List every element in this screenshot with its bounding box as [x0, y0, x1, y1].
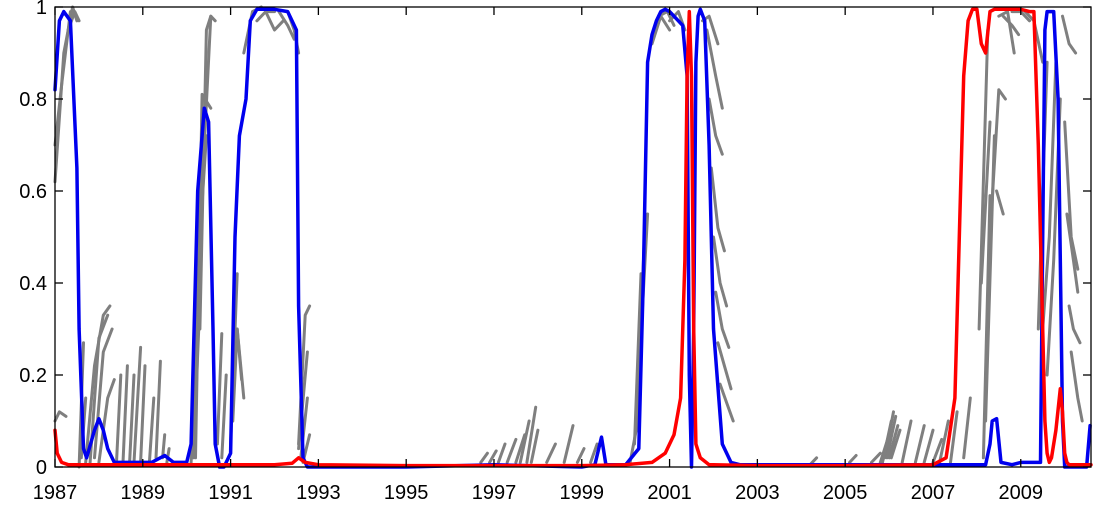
x-tick-label: 2007 [911, 482, 956, 504]
x-tick-label: 1999 [560, 482, 605, 504]
gray-path-62 [712, 235, 729, 308]
gray-path-89 [1001, 14, 1021, 37]
x-tick-label: 1991 [208, 482, 253, 504]
gray-path-88 [997, 10, 1016, 55]
y-tick-label: 0 [36, 457, 47, 479]
y-tick-label: 0.4 [19, 273, 47, 295]
gray-path-61 [709, 166, 726, 253]
gray-path-39 [479, 451, 489, 464]
gray-path-79 [938, 419, 950, 464]
gray-path-4 [53, 410, 68, 423]
main-series-layer [53, 7, 1093, 469]
x-tick-label: 1997 [472, 482, 517, 504]
gray-path-65 [718, 382, 735, 423]
gray-path-68 [870, 451, 882, 464]
gray-series-layer [53, 5, 1084, 469]
gray-path-12 [121, 364, 129, 464]
x-tick-label: 2003 [735, 482, 780, 504]
gray-path-78 [931, 437, 944, 464]
gray-path-86 [988, 88, 1007, 239]
gray-path-93 [1041, 60, 1058, 331]
gray-path-97 [1065, 212, 1080, 294]
gray-path-17 [154, 359, 162, 460]
gray-path-10 [97, 378, 116, 464]
gray-path-33 [277, 10, 296, 41]
gray-path-99 [1069, 350, 1084, 423]
gray-path-50 [589, 442, 599, 464]
gray-path-45 [525, 405, 538, 464]
gray-path-49 [575, 447, 586, 464]
gray-path-98 [1067, 304, 1082, 345]
gray-path-43 [514, 433, 527, 464]
gray-path-13 [128, 373, 136, 464]
series-line-blue [53, 7, 1092, 469]
gray-path-95 [1061, 14, 1078, 55]
gray-path-77 [922, 428, 935, 464]
gray-path-15 [139, 364, 147, 464]
gray-path-40 [488, 449, 498, 464]
x-tick-label: 2001 [647, 482, 692, 504]
gray-path-67 [848, 454, 858, 464]
gray-path-46 [529, 428, 540, 464]
x-tick-label: 1995 [384, 482, 429, 504]
gray-path-11 [115, 373, 123, 464]
y-tick-label: 0.2 [19, 365, 47, 387]
gray-path-47 [545, 442, 557, 464]
gray-path-81 [962, 396, 972, 460]
gray-path-24 [202, 14, 217, 147]
gray-path-72 [885, 414, 898, 460]
gray-path-59 [705, 28, 724, 110]
gray-path-71 [883, 410, 895, 460]
x-tick-label: 1989 [121, 482, 166, 504]
axes-layer: 0 0.2 0.4 0.6 0.8 1 1987 1989 1991 1993 1995 1997 19… [19, 0, 1091, 504]
gray-path-18 [161, 433, 167, 460]
gray-path-2 [53, 10, 72, 147]
gray-path-29 [235, 327, 244, 382]
y-tick-label: 0.8 [19, 89, 47, 111]
x-tick-label: 2009 [999, 482, 1044, 504]
gray-path-48 [562, 424, 575, 464]
gray-path-8 [88, 313, 110, 464]
gray-path-63 [714, 290, 731, 349]
gray-path-26 [220, 373, 228, 460]
gray-path-44 [518, 419, 531, 464]
gray-path-16 [147, 396, 156, 464]
gray-path-74 [889, 428, 902, 460]
gray-path-25 [215, 332, 224, 446]
gray-path-80 [949, 410, 959, 464]
gray-path-73 [887, 424, 900, 460]
y-tick-label: 1 [36, 0, 47, 19]
plot-frame [54, 6, 1092, 468]
gray-path-42 [505, 437, 518, 464]
gray-path-64 [716, 341, 733, 391]
gray-path-32 [264, 10, 285, 32]
gray-path-75 [900, 419, 913, 464]
gray-path-76 [913, 424, 926, 464]
gray-path-87 [995, 189, 1005, 216]
x-tick-label: 1993 [296, 482, 341, 504]
x-tick-label: 1987 [33, 482, 78, 504]
gray-path-14 [132, 345, 143, 464]
gray-path-19 [165, 447, 171, 464]
gray-path-60 [707, 97, 724, 156]
y-tick-label: 0.6 [19, 181, 47, 203]
gray-path-83 [979, 120, 992, 285]
gray-path-41 [496, 442, 507, 464]
x-tick-label: 2005 [823, 482, 868, 504]
